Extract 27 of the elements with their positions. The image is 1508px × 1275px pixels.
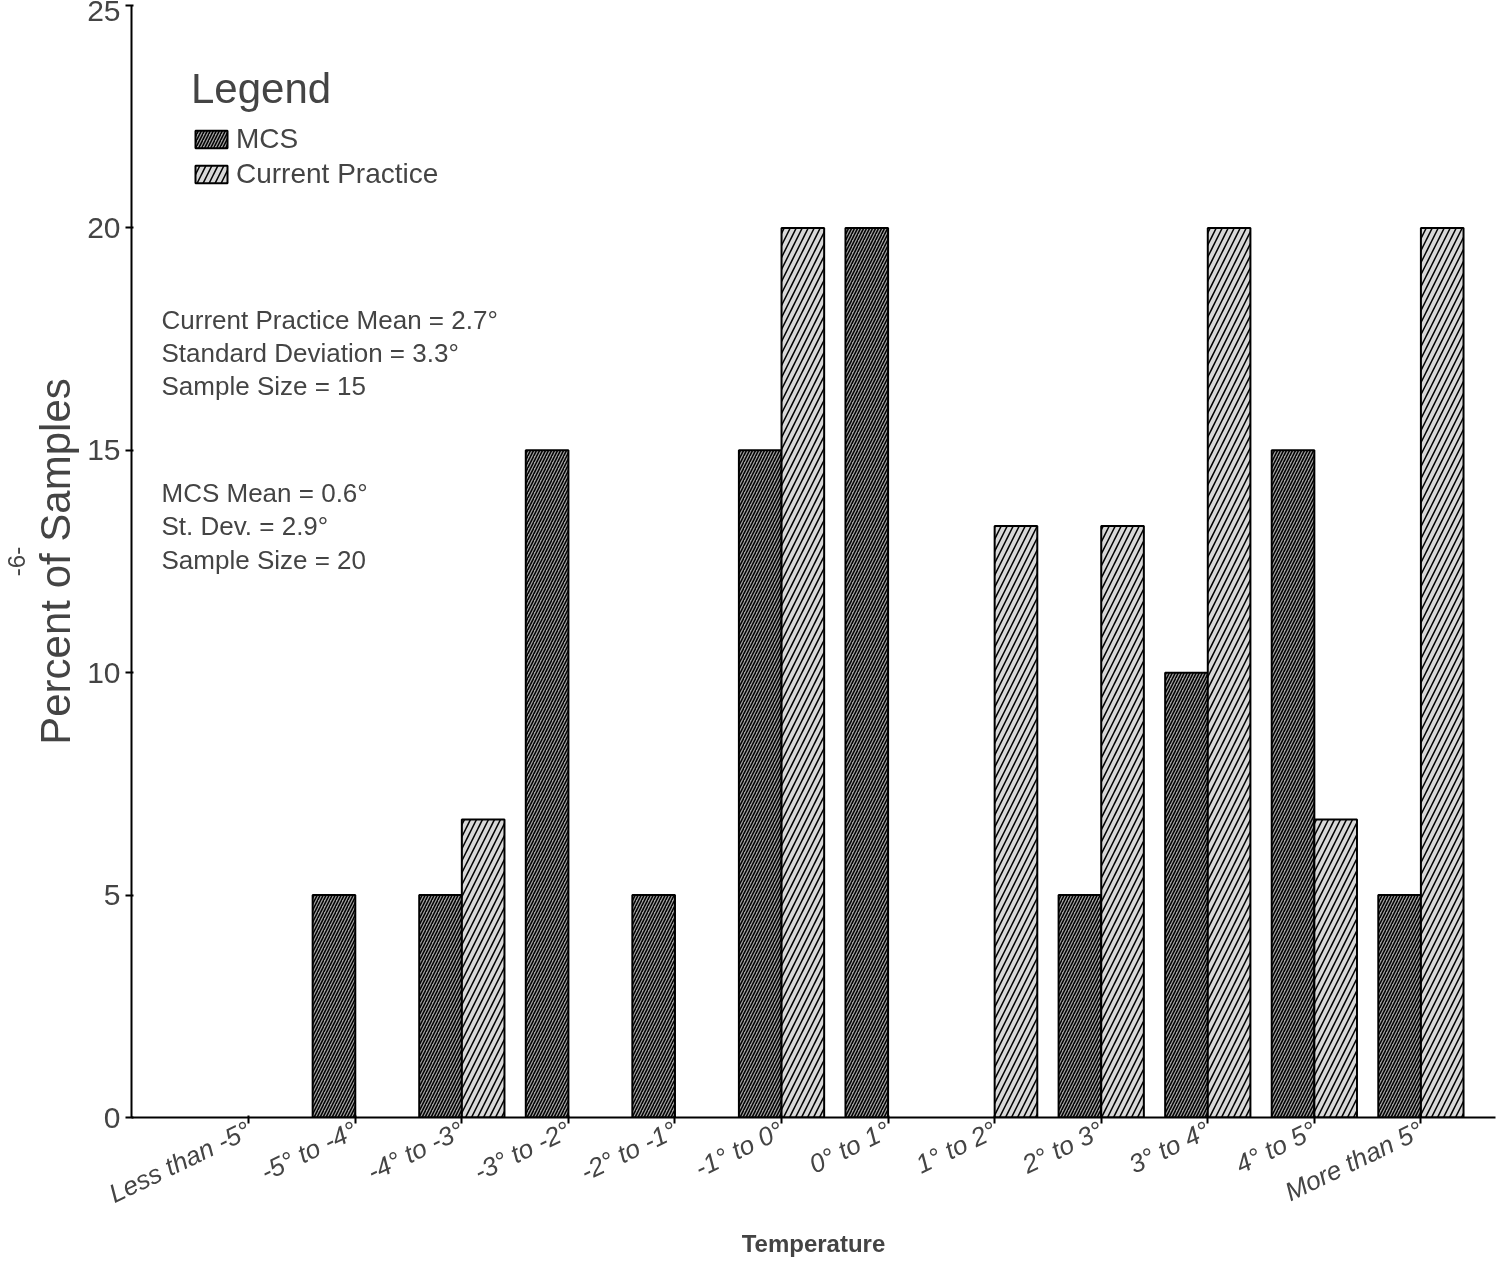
y-tick-label: 20 (87, 210, 121, 244)
x-tick-label: 3° to 4° (1123, 1114, 1215, 1180)
x-axis-title: Temperature (741, 1230, 886, 1258)
annotation: St. Dev. = 2.9° (161, 511, 329, 542)
y-tick-label: 10 (87, 655, 121, 689)
annotation: Sample Size = 15 (161, 371, 367, 402)
x-tick-label: -3° to -2° (468, 1114, 575, 1187)
x-tick-label: -4° to -3° (362, 1114, 469, 1187)
text: -6- (2, 546, 30, 577)
annotation: Current Practice Mean = 2.7° (161, 304, 498, 335)
x-tick-label: -2° to -1° (575, 1114, 682, 1187)
x-tick-label: 1° to 2° (910, 1114, 1002, 1180)
x-tick-label: -5° to -4° (255, 1114, 362, 1187)
x-tick-label: 0° to 1° (804, 1114, 895, 1180)
y-tick-label: 0 (103, 1100, 121, 1134)
annotation: Standard Deviation = 3.3° (161, 338, 459, 369)
y-tick-label: 5 (103, 878, 121, 912)
y-tick-label: 25 (87, 0, 121, 27)
legend-title: Legend (191, 65, 333, 113)
y-tick-label: 15 (87, 433, 121, 467)
legend-label: MCS (236, 123, 299, 155)
x-tick-label: -1° to 0° (689, 1114, 789, 1184)
legend-label: Current Practice (236, 158, 439, 190)
annotation: MCS Mean = 0.6° (161, 478, 368, 509)
y-axis-title: Percent of Samples (32, 378, 80, 745)
x-tick-label: 2° to 3° (1016, 1114, 1108, 1180)
annotation: Sample Size = 20 (161, 544, 367, 575)
